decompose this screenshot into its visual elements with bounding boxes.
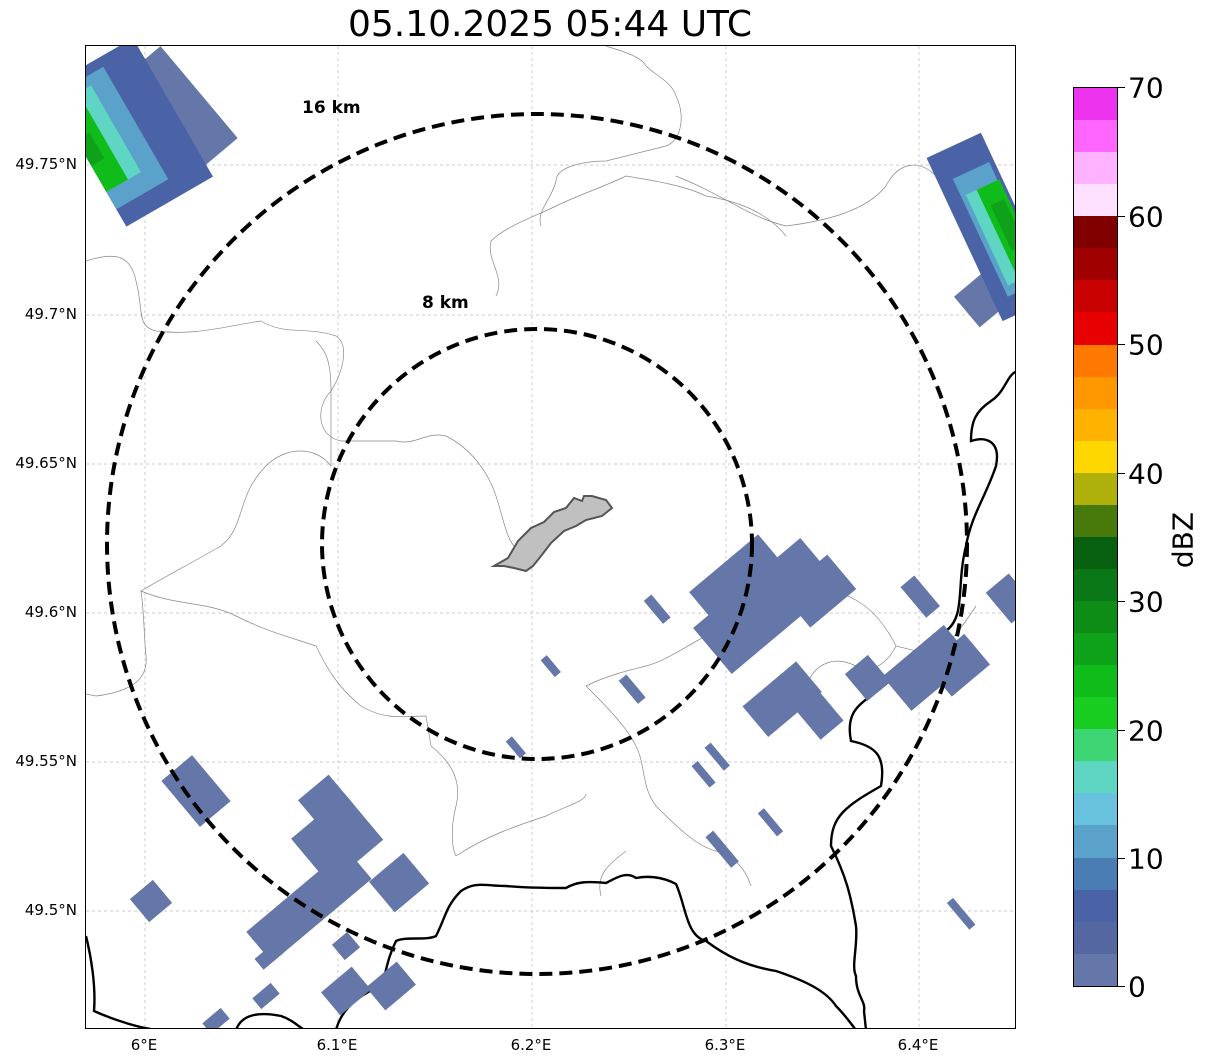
colorbar-segment	[1074, 376, 1117, 409]
lat-label: 49.6°N	[24, 603, 77, 621]
map-canvas	[86, 46, 1015, 1028]
colorbar-tick	[1118, 730, 1125, 731]
colorbar-segment	[1074, 536, 1117, 569]
colorbar-tick	[1118, 986, 1125, 987]
colorbar-segment	[1074, 697, 1117, 730]
national-border	[86, 370, 1015, 1028]
ring-label-8km: 8 km	[422, 293, 469, 313]
colorbar-segment	[1074, 953, 1117, 986]
lat-label: 49.75°N	[15, 155, 77, 173]
colorbar-segment	[1074, 408, 1117, 441]
colorbar-tick	[1118, 473, 1125, 474]
colorbar-segment	[1074, 633, 1117, 666]
colorbar-label: 0	[1128, 970, 1146, 1004]
colorbar-segment	[1074, 280, 1117, 313]
colorbar-tick	[1118, 858, 1125, 859]
colorbar-segment	[1074, 440, 1117, 473]
colorbar-tick	[1118, 87, 1125, 88]
map-title: 05.10.2025 05:44 UTC	[347, 4, 753, 45]
gridlines	[86, 46, 1015, 1028]
lat-label: 49.65°N	[15, 454, 77, 472]
colorbar-segment	[1074, 793, 1117, 826]
colorbar-segment	[1074, 344, 1117, 377]
colorbar-segment	[1074, 216, 1117, 249]
colorbar-segment	[1074, 729, 1117, 762]
colorbar-segment	[1074, 472, 1117, 505]
range-ring-16km	[105, 112, 969, 976]
colorbar-segment	[1074, 184, 1117, 217]
colorbar-label: 30	[1128, 585, 1164, 619]
colorbar-label: 60	[1128, 200, 1164, 234]
colorbar-segment	[1074, 665, 1117, 698]
colorbar-label: 20	[1128, 714, 1164, 748]
colorbar-tick	[1118, 601, 1125, 602]
lat-label: 49.5°N	[24, 901, 77, 919]
lon-label: 6.1°E	[316, 1036, 358, 1054]
colorbar-segment	[1074, 825, 1117, 858]
lon-label: 6.2°E	[510, 1036, 552, 1054]
colorbar-label: 70	[1128, 71, 1164, 105]
colorbar-segment	[1074, 857, 1117, 890]
colorbar-segment	[1074, 761, 1117, 794]
colorbar-label: 10	[1128, 842, 1164, 876]
lon-label: 6°E	[130, 1036, 158, 1054]
range-ring-8km	[320, 327, 754, 761]
colorbar-segment	[1074, 248, 1117, 281]
lat-label: 49.7°N	[24, 305, 77, 323]
radar-map[interactable]	[85, 45, 1016, 1029]
colorbar-segment	[1074, 568, 1117, 601]
colorbar-segment	[1074, 152, 1117, 185]
colorbar-tick	[1118, 344, 1125, 345]
echo-cell-northeast	[926, 132, 1015, 322]
colorbar-segment	[1074, 601, 1117, 634]
commune-boundaries	[86, 46, 1015, 897]
colorbar-label: 40	[1128, 457, 1164, 491]
colorbar-segment	[1074, 889, 1117, 922]
lat-label: 49.55°N	[15, 752, 77, 770]
colorbar-tick	[1118, 216, 1125, 217]
colorbar-label: 50	[1128, 328, 1164, 362]
colorbar-segment	[1074, 504, 1117, 537]
colorbar-segment	[1074, 88, 1117, 121]
colorbar	[1073, 87, 1118, 987]
colorbar-segment	[1074, 120, 1117, 153]
colorbar-segment	[1074, 921, 1117, 954]
colorbar-segment	[1074, 312, 1117, 345]
ring-label-16km: 16 km	[302, 98, 361, 118]
echo-cell-northwest	[86, 46, 213, 227]
lon-label: 6.3°E	[704, 1036, 746, 1054]
lon-label: 6.4°E	[897, 1036, 939, 1054]
colorbar-title: dBZ	[1166, 511, 1200, 569]
city-area	[490, 495, 614, 573]
